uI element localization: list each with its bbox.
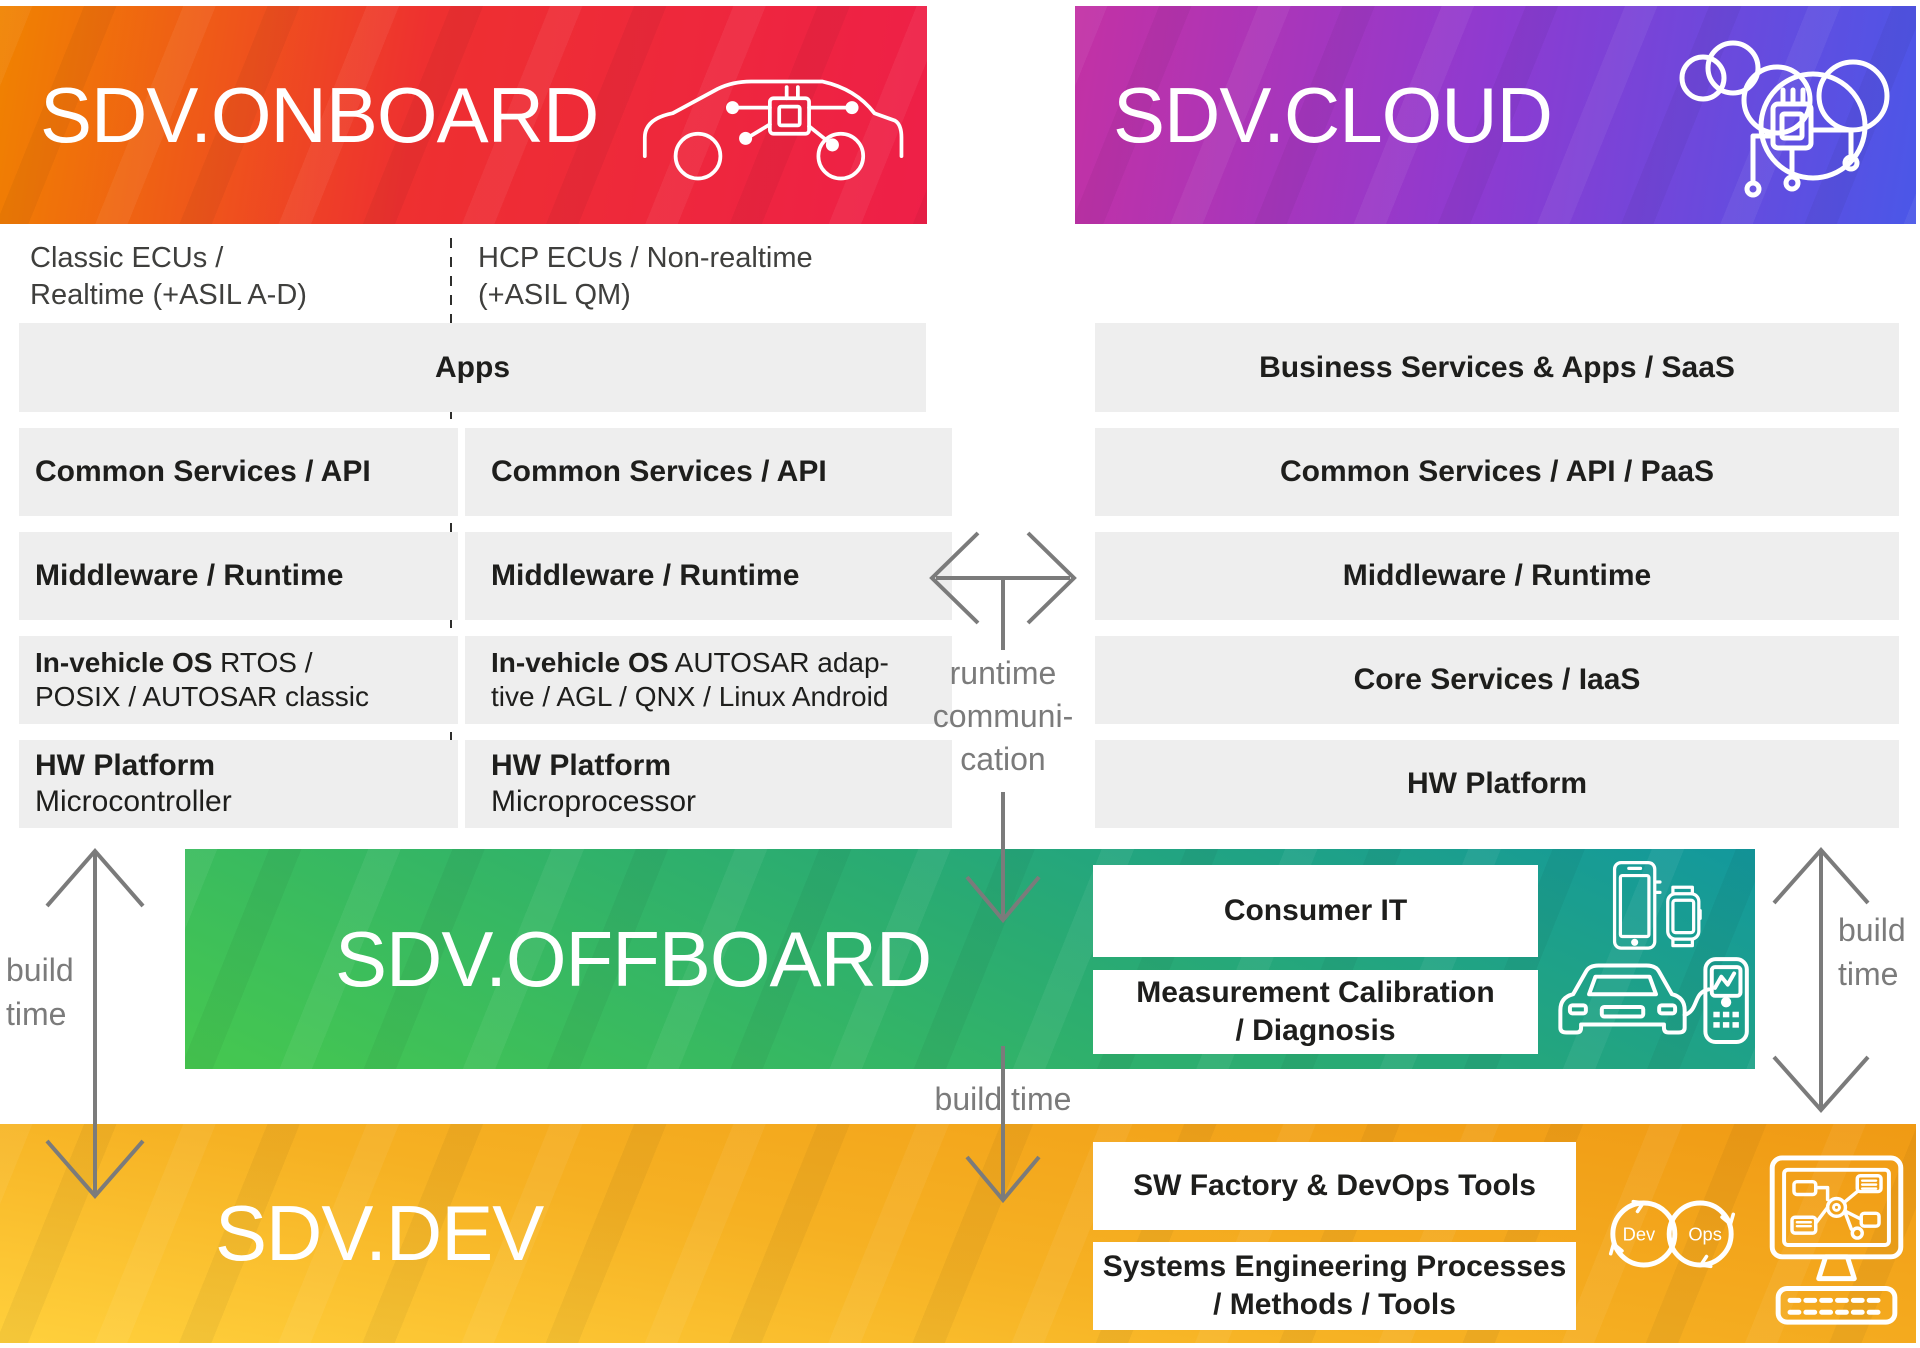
measurement-calibration-line1: Measurement Calibration (1136, 976, 1495, 1009)
sdv-onboard-banner: SDV.ONBOARD (0, 6, 927, 224)
hw-platform-cloud-label: HW Platform (1407, 767, 1587, 800)
sdv-dev-banner: SDV.DEV (0, 1124, 1916, 1343)
middleware-cloud-box: Middleware / Runtime (1095, 532, 1899, 620)
middleware-cloud-label: Middleware / Runtime (1342, 559, 1652, 592)
build-left-line2: time (6, 996, 67, 1032)
phone-watch-icon (1608, 860, 1708, 954)
common-services-left-box: Common Services / API (19, 428, 458, 516)
systems-engineering-box: Systems Engineering Processes / Methods … (1093, 1242, 1576, 1330)
invehicle-os-left-line2: POSIX / AUTOSAR classic (35, 681, 370, 712)
car-diagnostic-icon (1552, 948, 1752, 1050)
middleware-mid-label: Middleware / Runtime (491, 559, 800, 592)
sw-factory-box: SW Factory & DevOps Tools (1093, 1142, 1576, 1230)
build-right-line1: build (1838, 912, 1906, 948)
build-time-left-label: build time (6, 948, 74, 1036)
consumer-it-label: Consumer IT (1223, 894, 1408, 927)
invehicle-os-left-line1: In-vehicle OS RTOS / (35, 647, 313, 678)
hcp-ecus-header: HCP ECUs / Non-realtime (+ASIL QM) (478, 240, 813, 314)
build-time-right-label: build time (1838, 908, 1906, 996)
hw-platform-left-sub: Microcontroller (35, 785, 232, 818)
invehicle-os-mid-box: In-vehicle OS AUTOSAR adap- tive / AGL /… (465, 636, 952, 724)
sdv-cloud-banner: SDV.CLOUD (1075, 6, 1916, 224)
measurement-calibration-line2: / Diagnosis (1235, 1014, 1396, 1047)
sdv-dev-title: SDV.DEV (215, 1189, 544, 1277)
hw-platform-left-title: HW Platform (35, 749, 215, 782)
classic-ecus-line2: Realtime (+ASIL A-D) (30, 279, 307, 311)
middleware-left-box: Middleware / Runtime (19, 532, 458, 620)
hw-platform-mid-sub: Microprocessor (491, 785, 697, 818)
hw-platform-left-box: HW Platform Microcontroller (19, 740, 458, 828)
build-left-line1: build (6, 952, 74, 988)
sw-factory-label: SW Factory & DevOps Tools (1133, 1169, 1536, 1202)
business-services-label: Business Services & Apps / SaaS (1259, 350, 1735, 384)
build-bottom-text: build time (934, 1081, 1072, 1117)
common-services-cloud-label: Common Services / API / PaaS (1279, 455, 1715, 488)
sdv-onboard-title: SDV.ONBOARD (40, 70, 599, 159)
devops-infinity-icon: Dev Ops (1591, 1196, 1753, 1272)
common-services-mid-label: Common Services / API (491, 455, 827, 488)
invehicle-os-mid-line2: tive / AGL / QNX / Linux Android (491, 681, 889, 712)
runtime-label-line2: communi- (932, 698, 1074, 734)
apps-box: Apps (19, 323, 926, 412)
monitor-flowchart-icon (1762, 1152, 1911, 1332)
car-circuit-icon (628, 46, 908, 186)
apps-label: Apps (435, 350, 510, 384)
devops-ops-label: Ops (1688, 1223, 1722, 1244)
sdv-cloud-title: SDV.CLOUD (1113, 70, 1553, 159)
systems-engineering-line1: Systems Engineering Processes (1102, 1250, 1567, 1283)
hw-platform-cloud-box: HW Platform (1095, 740, 1899, 828)
common-services-left-label: Common Services / API (35, 455, 371, 488)
invehicle-os-mid-line1: In-vehicle OS AUTOSAR adap- (491, 647, 889, 678)
runtime-label-line1: runtime (949, 655, 1057, 691)
middleware-left-label: Middleware / Runtime (35, 559, 344, 592)
measurement-calibration-box: Measurement Calibration / Diagnosis (1093, 970, 1538, 1054)
classic-ecus-line1: Classic ECUs / (30, 242, 224, 274)
hw-platform-mid-box: HW Platform Microprocessor (465, 740, 952, 828)
core-services-box: Core Services / IaaS (1095, 636, 1899, 724)
build-time-bottom-label: build time (853, 1078, 1153, 1121)
common-services-cloud-box: Common Services / API / PaaS (1095, 428, 1899, 516)
devops-dev-label: Dev (1623, 1223, 1656, 1244)
middleware-mid-box: Middleware / Runtime (465, 532, 952, 620)
systems-engineering-line2: / Methods / Tools (1213, 1288, 1456, 1321)
common-services-mid-box: Common Services / API (465, 428, 952, 516)
hcp-ecus-line2: (+ASIL QM) (478, 279, 631, 311)
runtime-communication-label: runtime communi- cation (903, 652, 1103, 781)
core-services-label: Core Services / IaaS (1353, 663, 1641, 696)
classic-ecus-header: Classic ECUs / Realtime (+ASIL A-D) (30, 240, 307, 314)
hcp-ecus-line1: HCP ECUs / Non-realtime (478, 242, 813, 274)
business-services-box: Business Services & Apps / SaaS (1095, 323, 1899, 412)
cloud-chip-icon (1645, 34, 1895, 202)
runtime-label-line3: cation (960, 741, 1046, 777)
consumer-it-box: Consumer IT (1093, 865, 1538, 957)
sdv-offboard-title: SDV.OFFBOARD (335, 914, 932, 1003)
hw-platform-mid-title: HW Platform (491, 749, 671, 782)
build-right-line2: time (1838, 956, 1899, 992)
invehicle-os-left-box: In-vehicle OS RTOS / POSIX / AUTOSAR cla… (19, 636, 458, 724)
